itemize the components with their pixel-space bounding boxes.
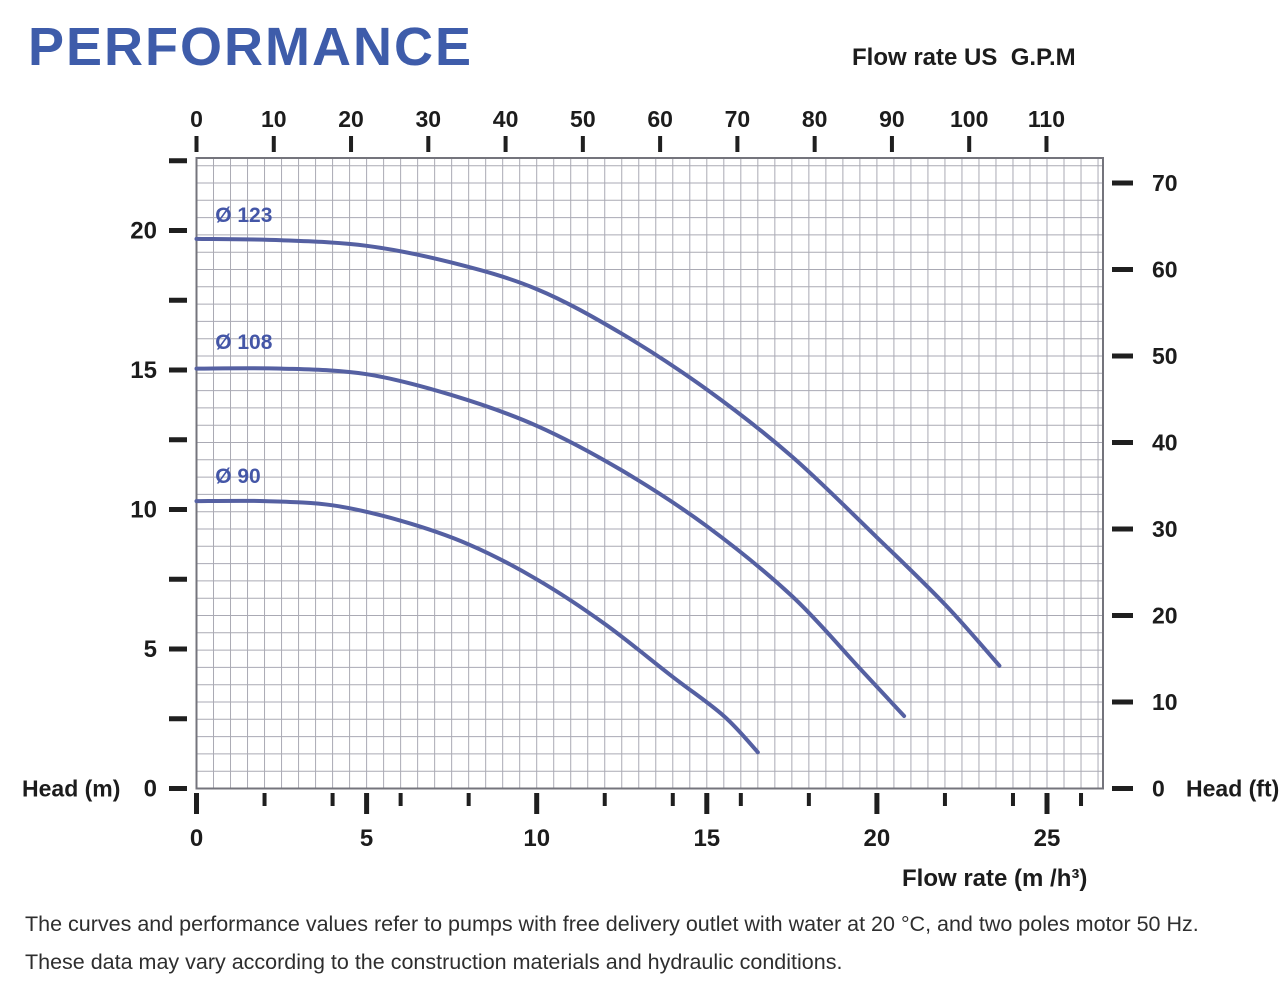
curve-label-108: Ø 108	[215, 331, 273, 354]
plot-frame	[195, 157, 1104, 790]
svg-text:40: 40	[493, 106, 519, 132]
svg-text:0: 0	[1152, 776, 1165, 802]
svg-text:50: 50	[570, 106, 596, 132]
svg-text:40: 40	[1152, 430, 1178, 456]
svg-text:15: 15	[693, 825, 720, 852]
svg-text:10: 10	[130, 497, 157, 524]
svg-text:5: 5	[144, 636, 157, 663]
svg-text:30: 30	[1152, 516, 1178, 542]
svg-text:110: 110	[1028, 106, 1065, 132]
curve-108	[194, 366, 907, 718]
svg-text:80: 80	[802, 106, 828, 132]
svg-text:20: 20	[130, 218, 157, 245]
right-axis-title: Head (ft)	[1186, 776, 1279, 802]
svg-text:30: 30	[416, 106, 442, 132]
svg-text:10: 10	[261, 106, 287, 132]
svg-text:20: 20	[1152, 603, 1178, 629]
svg-text:70: 70	[725, 106, 751, 132]
top-axis-title: Flow rate US G.P.M	[852, 44, 1076, 71]
svg-text:10: 10	[523, 825, 550, 852]
footer-line-2: These data may vary according to the con…	[25, 950, 843, 974]
curve-labels: Ø 123 Ø 108 Ø 90	[215, 204, 273, 488]
svg-text:60: 60	[1152, 257, 1178, 283]
footer-note: The curves and performance values refer …	[25, 912, 1199, 988]
grid	[196, 158, 1103, 789]
left-axis: 0 5 10 15 20 Head (m)	[22, 158, 187, 803]
svg-text:15: 15	[130, 357, 157, 384]
curve-label-90: Ø 90	[215, 465, 261, 488]
page-title: PERFORMANCE	[28, 17, 474, 77]
curves	[194, 236, 1002, 755]
curve-123	[194, 236, 1002, 668]
svg-text:10: 10	[1152, 689, 1178, 715]
curve-label-123: Ø 123	[215, 204, 272, 227]
svg-text:20: 20	[864, 825, 891, 852]
svg-text:5: 5	[360, 825, 373, 852]
curve-90	[194, 498, 760, 755]
top-axis: 0 10 20 30 40 50 60 70 80 90 100 110	[190, 106, 1065, 152]
svg-text:90: 90	[879, 106, 905, 132]
footer-line-1: The curves and performance values refer …	[25, 912, 1199, 936]
svg-text:0: 0	[190, 825, 203, 852]
bottom-axis-title: Flow rate (m /h³)	[902, 865, 1087, 892]
frame	[195, 157, 1104, 790]
svg-text:0: 0	[190, 106, 203, 132]
svg-text:50: 50	[1152, 343, 1178, 369]
svg-text:20: 20	[338, 106, 364, 132]
svg-text:25: 25	[1034, 825, 1061, 852]
bottom-axis: 0 5 10 15 20 25 Flow rate (m /h³)	[190, 793, 1087, 892]
svg-text:70: 70	[1152, 170, 1178, 196]
svg-text:100: 100	[950, 106, 988, 132]
left-axis-title: Head (m)	[22, 776, 120, 802]
svg-text:60: 60	[647, 106, 673, 132]
svg-text:0: 0	[144, 776, 157, 803]
right-axis: 0 10 20 30 40 50 60 70 Head (ft)	[1112, 170, 1279, 802]
